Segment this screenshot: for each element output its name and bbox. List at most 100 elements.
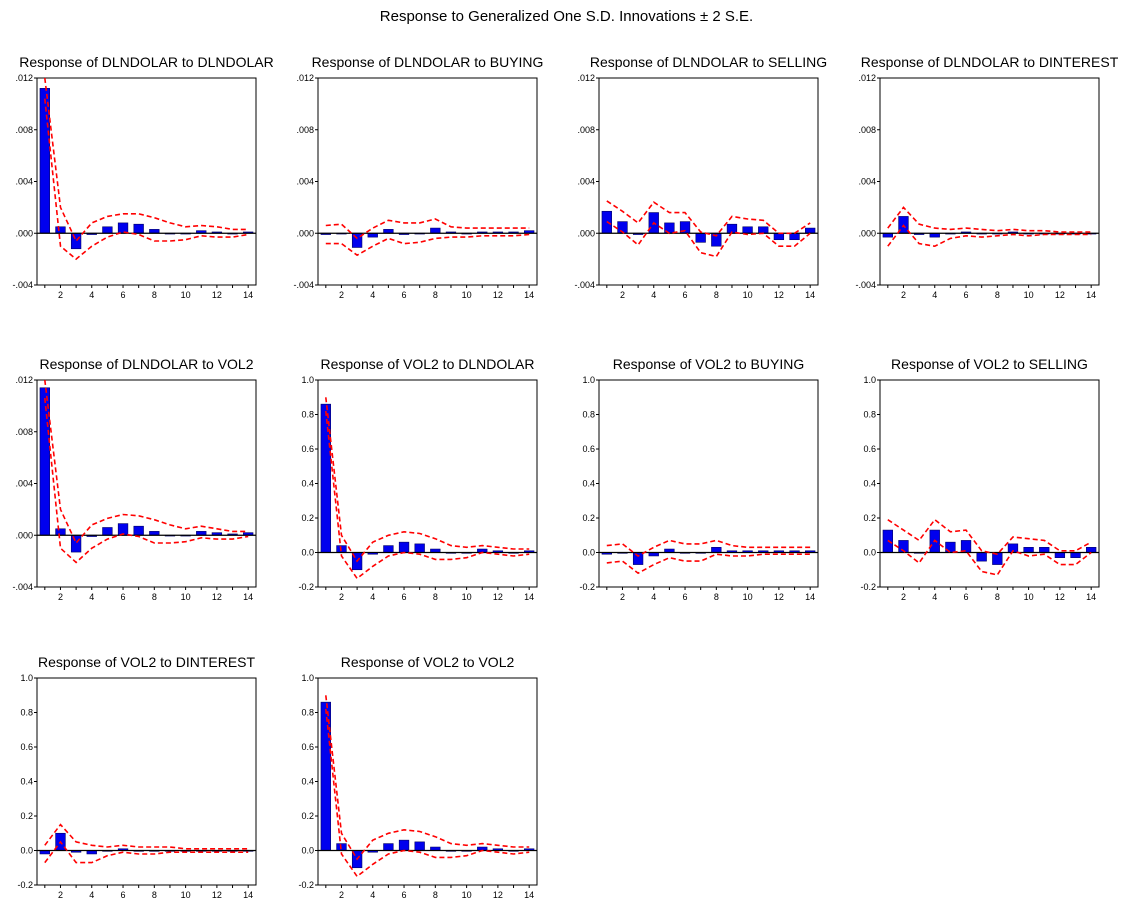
response-bar	[55, 226, 66, 234]
y-tick-label: 0.6	[582, 444, 595, 454]
x-tick-label: 10	[181, 890, 191, 900]
y-tick-label: .012	[296, 73, 314, 83]
x-tick-label: 2	[901, 592, 906, 602]
panel-title: Response of VOL2 to BUYING	[613, 356, 804, 372]
response-bar	[414, 841, 425, 851]
y-tick-label: 0.0	[582, 548, 595, 558]
y-tick-label: 0.8	[863, 410, 876, 420]
x-tick-label: 12	[1055, 592, 1065, 602]
x-tick-label: 4	[370, 592, 375, 602]
x-tick-label: 2	[339, 890, 344, 900]
x-tick-label: 4	[370, 890, 375, 900]
response-bar	[1039, 547, 1050, 553]
x-tick-label: 14	[243, 592, 253, 602]
response-bar	[70, 534, 82, 553]
y-tick-label: -.004	[855, 280, 876, 290]
x-tick-label: 14	[243, 290, 253, 300]
panel-title: Response of DLNDOLAR to DLNDOLAR	[19, 54, 273, 70]
response-bar	[711, 547, 722, 553]
chart-panel: Response of VOL2 to SELLING -0.2 0.0 0.2 0.4…	[860, 356, 1100, 602]
x-tick-label: 8	[152, 592, 157, 602]
response-bar	[320, 403, 331, 553]
response-bar	[945, 541, 956, 553]
lower-band-line	[606, 220, 811, 258]
x-tick-label: 8	[433, 290, 438, 300]
lower-band-line	[606, 553, 811, 575]
x-tick-label: 6	[683, 592, 688, 602]
y-tick-label: 0.0	[301, 846, 314, 856]
x-tick-label: 12	[212, 290, 222, 300]
x-tick-label: 12	[774, 592, 784, 602]
x-tick-label: 2	[901, 290, 906, 300]
lower-band-line	[887, 539, 1092, 576]
x-tick-label: 10	[181, 592, 191, 602]
response-bar	[430, 227, 441, 234]
x-tick-label: 2	[58, 592, 63, 602]
x-tick-label: 4	[932, 592, 937, 602]
plot-frame	[598, 77, 819, 286]
y-tick-label: -.004	[293, 280, 314, 290]
chart-panel: Response of DLNDOLAR to BUYING -.004 .000.…	[293, 54, 543, 300]
panel-title: Response of DLNDOLAR to DINTEREST	[861, 54, 1119, 70]
response-bar	[383, 843, 394, 851]
y-tick-label: -0.2	[298, 582, 314, 592]
y-tick-label: 0.4	[582, 479, 595, 489]
lower-band-line	[325, 708, 530, 878]
x-tick-label: 6	[964, 592, 969, 602]
x-tick-label: 12	[493, 290, 503, 300]
y-tick-label: -.004	[12, 582, 33, 592]
x-tick-label: 8	[433, 890, 438, 900]
x-tick-label: 4	[651, 290, 656, 300]
y-tick-label: 1.0	[301, 673, 314, 683]
y-tick-label: -.004	[574, 280, 595, 290]
x-tick-label: 10	[462, 890, 472, 900]
x-tick-label: 6	[121, 592, 126, 602]
x-tick-label: 8	[995, 592, 1000, 602]
lower-band-line	[325, 233, 530, 257]
y-tick-label: 0.2	[863, 513, 876, 523]
y-tick-label: .004	[858, 177, 876, 187]
upper-band-line	[887, 206, 1092, 233]
response-bar	[133, 525, 144, 536]
y-tick-label: .012	[15, 375, 33, 385]
y-tick-label: .004	[577, 177, 595, 187]
y-tick-label: .012	[858, 73, 876, 83]
y-tick-label: -0.2	[860, 582, 876, 592]
x-tick-label: 14	[524, 592, 534, 602]
y-tick-label: 0.4	[863, 479, 876, 489]
panel-title: Response of DLNDOLAR to BUYING	[312, 54, 544, 70]
y-tick-label: 0.2	[582, 513, 595, 523]
x-tick-label: 8	[995, 290, 1000, 300]
response-bar	[805, 227, 816, 234]
x-tick-label: 4	[89, 890, 94, 900]
panel-title: Response of VOL2 to DINTEREST	[38, 654, 256, 670]
response-bar	[1086, 547, 1097, 553]
x-tick-label: 2	[58, 290, 63, 300]
x-tick-label: 10	[743, 290, 753, 300]
plot-frame	[317, 379, 538, 588]
x-tick-label: 10	[1024, 592, 1034, 602]
upper-band-line	[325, 218, 530, 240]
x-tick-label: 6	[402, 592, 407, 602]
response-bar	[789, 232, 800, 241]
x-tick-label: 10	[743, 592, 753, 602]
panel-title: Response of DLNDOLAR to SELLING	[590, 54, 827, 70]
lower-band-line	[887, 224, 1092, 248]
y-tick-label: 1.0	[301, 375, 314, 385]
x-tick-label: 6	[964, 290, 969, 300]
y-tick-label: 0.6	[301, 742, 314, 752]
panel-title: Response of DLNDOLAR to VOL2	[40, 356, 254, 372]
x-tick-label: 10	[462, 290, 472, 300]
lower-band-line	[325, 410, 530, 580]
chart-panel: Response of VOL2 to DINTEREST -0.2 0.0 0.2 0…	[17, 654, 257, 900]
chart-panel: Response of VOL2 to BUYING -0.2 0.0 0.2 0.4 0…	[579, 356, 819, 602]
y-tick-label: 0.2	[301, 811, 314, 821]
y-tick-label: .000	[15, 228, 33, 238]
x-tick-label: 14	[524, 290, 534, 300]
chart-panel: Response of DLNDOLAR to VOL2 -.004 .000 .00…	[12, 356, 257, 602]
lower-band-line	[44, 398, 249, 564]
y-tick-label: .008	[858, 125, 876, 135]
upper-band-line	[44, 379, 249, 545]
upper-band-line	[325, 397, 530, 563]
